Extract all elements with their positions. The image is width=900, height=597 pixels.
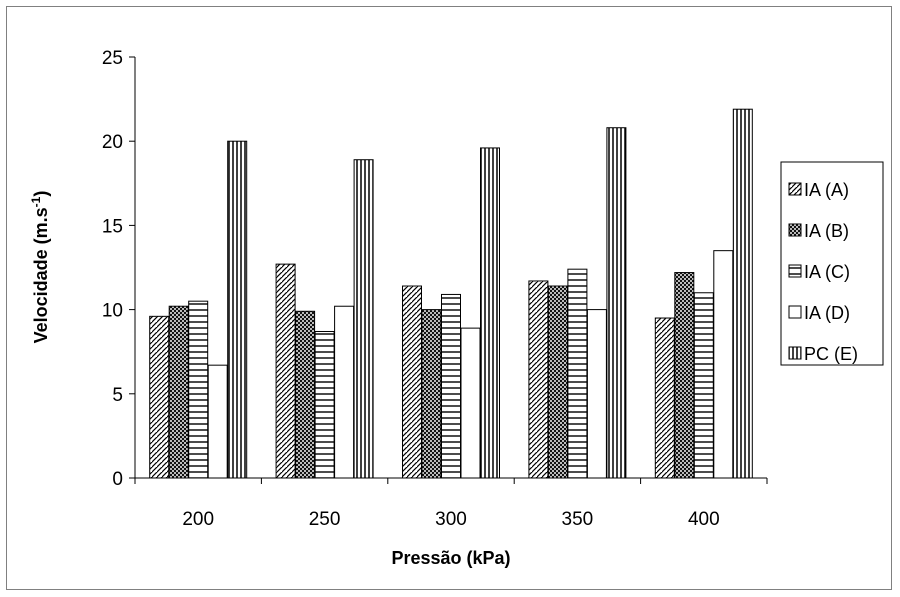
legend: IA (A) IA (B) IA (C) IA (D) PC (E) [780,161,884,366]
bar-ia-c-400 [693,292,714,479]
y-axis-title: Velocidade (m.s-1) [29,191,51,344]
bar-ia-d-200 [207,364,228,479]
y-tick-label: 10 [102,301,123,322]
legend-label: IA (A) [804,180,849,200]
y-tick-label: 25 [102,48,123,69]
x-axis-title: Pressão (kPa) [391,548,510,568]
bar-pc-e-250 [353,159,374,479]
bar-ia-d-350 [586,309,607,479]
bar-ia-b-250 [295,310,316,479]
y-tick-label: 5 [112,385,123,406]
bar-pc-e-300 [480,147,500,479]
legend-swatch [788,264,802,278]
legend-swatch [788,346,802,360]
x-tick-label: 400 [688,509,720,530]
y-axis-title-close: ) [31,191,51,197]
legend-swatch [788,223,802,237]
bar-ia-d-300 [460,327,481,479]
y-tick-label: 15 [102,216,123,237]
x-tick-label: 200 [182,509,214,530]
legend-box [780,161,884,366]
bar-pc-e-200 [227,140,248,479]
bar-ia-c-200 [188,300,209,479]
bar-ia-a-200 [149,315,170,479]
y-tick-label: 0 [112,469,123,490]
legend-label: IA (C) [804,262,850,282]
y-ticks: 0 5 10 15 20 25 [102,48,135,490]
x-ticks: 200 250 300 350 400 [134,478,768,530]
bar-ia-a-350 [528,280,549,479]
bar-ia-a-400 [654,317,675,479]
bar-ia-a-250 [275,263,296,479]
x-tick-label: 300 [435,509,467,530]
bar-ia-b-400 [674,272,695,479]
bar-chart: 0 5 10 15 20 25 200 250 300 350 400 Pressão (kPa)… [29,48,884,568]
bar-ia-b-300 [421,309,442,479]
bar-ia-d-250 [334,305,355,479]
bar-ia-a-300 [402,285,422,479]
legend-swatch [788,305,802,319]
x-tick-label: 350 [562,509,594,530]
bar-ia-c-350 [567,268,588,479]
legend-swatch [788,182,802,196]
y-tick-label: 20 [102,132,123,153]
bar-ia-b-200 [168,305,189,479]
x-tick-label: 250 [309,509,341,530]
bar-pc-e-400 [732,108,753,479]
bar-pc-e-350 [606,127,627,479]
legend-label: IA (B) [804,221,849,241]
legend-label: PC (E) [804,344,858,364]
bar-ia-c-300 [441,293,461,479]
plot-area [149,108,753,479]
y-axis-title-sup: -1 [29,196,43,207]
y-axis-title-main: Velocidade (m.s [31,207,51,343]
axes [134,57,767,479]
bar-ia-c-250 [314,330,335,479]
bar-ia-d-400 [713,250,734,479]
chart-frame: 0 5 10 15 20 25 200 250 300 350 400 Pressão (kPa)… [6,6,892,590]
bar-ia-b-350 [547,285,568,479]
legend-label: IA (D) [804,303,850,323]
